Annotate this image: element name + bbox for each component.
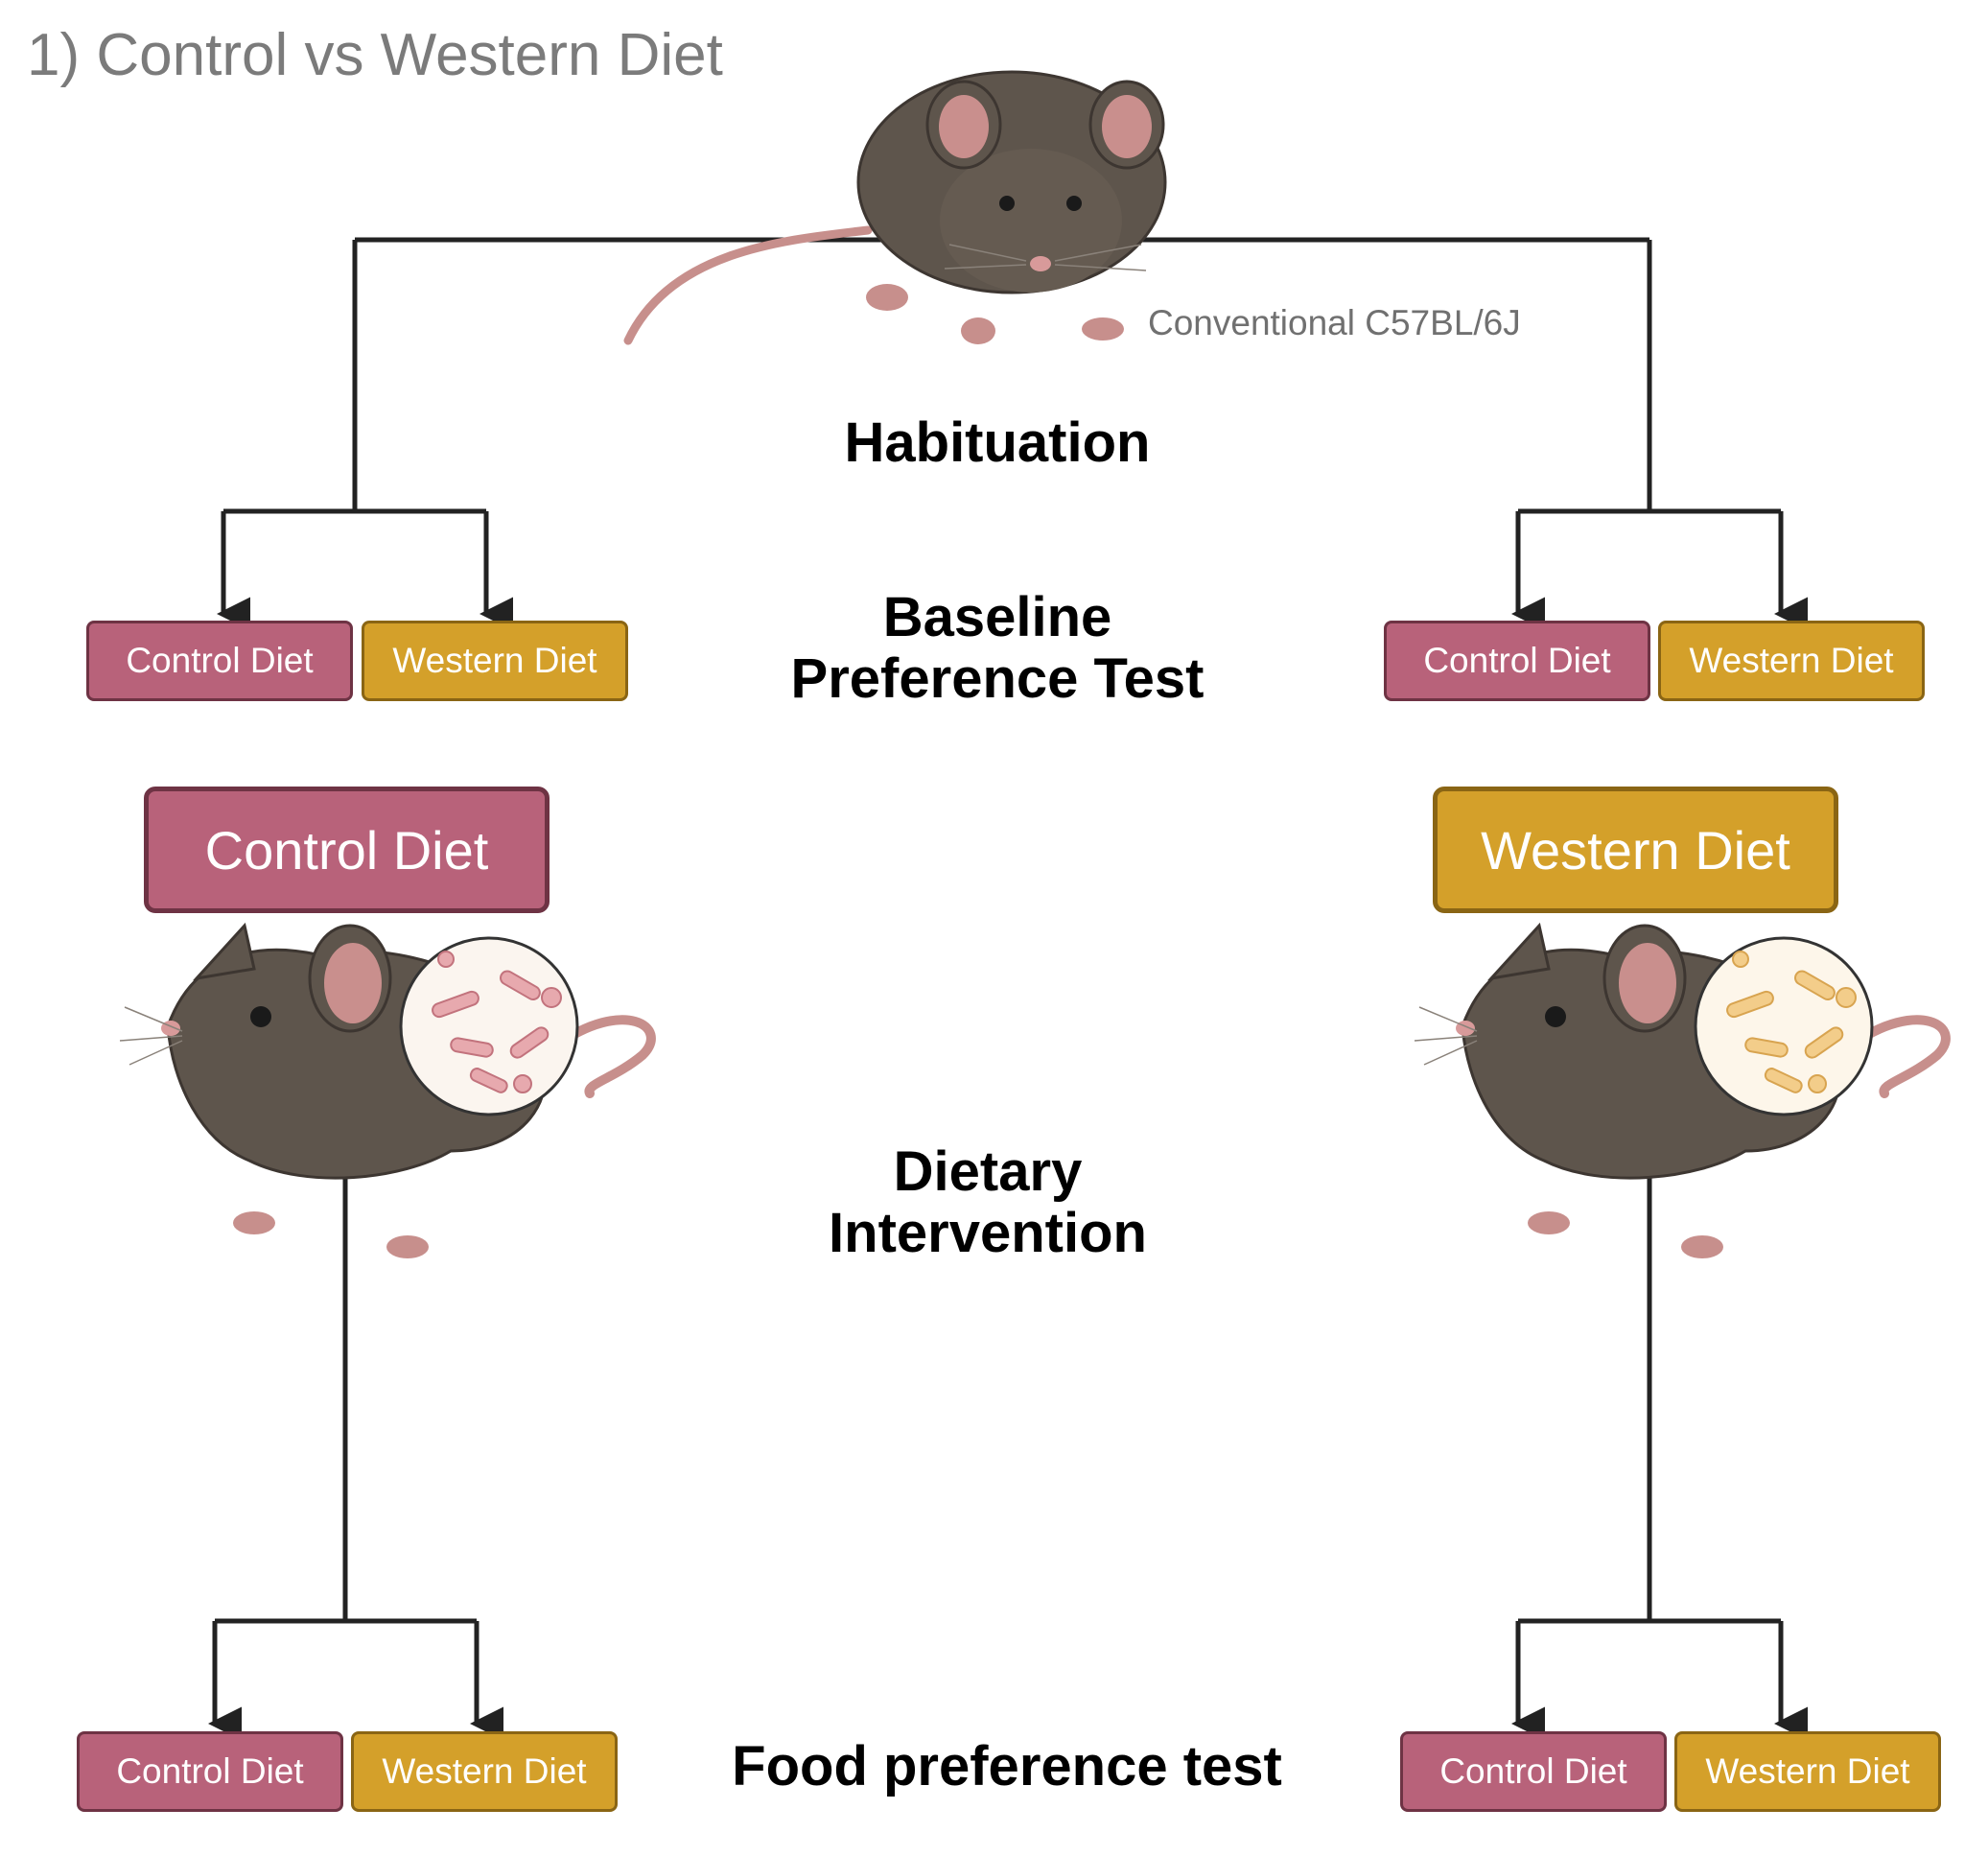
- right-mouse-illustration: [1414, 922, 1951, 1258]
- stage-habituation: Habituation: [806, 412, 1189, 474]
- top-mouse-illustration: [623, 70, 1167, 345]
- stage-baseline: Baseline Preference Test: [758, 587, 1237, 710]
- final-right-control-box: Control Diet: [1400, 1731, 1667, 1812]
- baseline-right-western-box: Western Diet: [1658, 621, 1925, 701]
- baseline-line-2: Preference Test: [790, 647, 1204, 710]
- stage-food-test: Food preference test: [710, 1736, 1304, 1797]
- final-right-western-box: Western Diet: [1674, 1731, 1941, 1812]
- left-mouse-illustration: [119, 922, 656, 1258]
- intervention-control-box: Control Diet: [144, 787, 550, 913]
- connector-lines: [208, 237, 1808, 1741]
- baseline-left-control-box: Control Diet: [86, 621, 353, 701]
- intervention-line-1: Dietary: [893, 1140, 1083, 1203]
- final-left-western-box: Western Diet: [351, 1731, 618, 1812]
- stage-intervention: Dietary Intervention: [777, 1141, 1199, 1264]
- microbiome-inset-right: [1726, 951, 1857, 1093]
- baseline-line-1: Baseline: [882, 586, 1112, 648]
- strain-label: Conventional C57BL/6J: [1148, 303, 1521, 342]
- microbiome-inset-left: [432, 951, 562, 1093]
- food-test-label: Food preference test: [732, 1735, 1282, 1797]
- figure-title: 1) Control vs Western Diet: [27, 22, 723, 88]
- baseline-right-control-box: Control Diet: [1384, 621, 1650, 701]
- baseline-left-western-box: Western Diet: [362, 621, 628, 701]
- final-left-control-box: Control Diet: [77, 1731, 343, 1812]
- intervention-line-2: Intervention: [829, 1202, 1147, 1264]
- intervention-western-box: Western Diet: [1433, 787, 1838, 913]
- habituation-label: Habituation: [844, 411, 1151, 474]
